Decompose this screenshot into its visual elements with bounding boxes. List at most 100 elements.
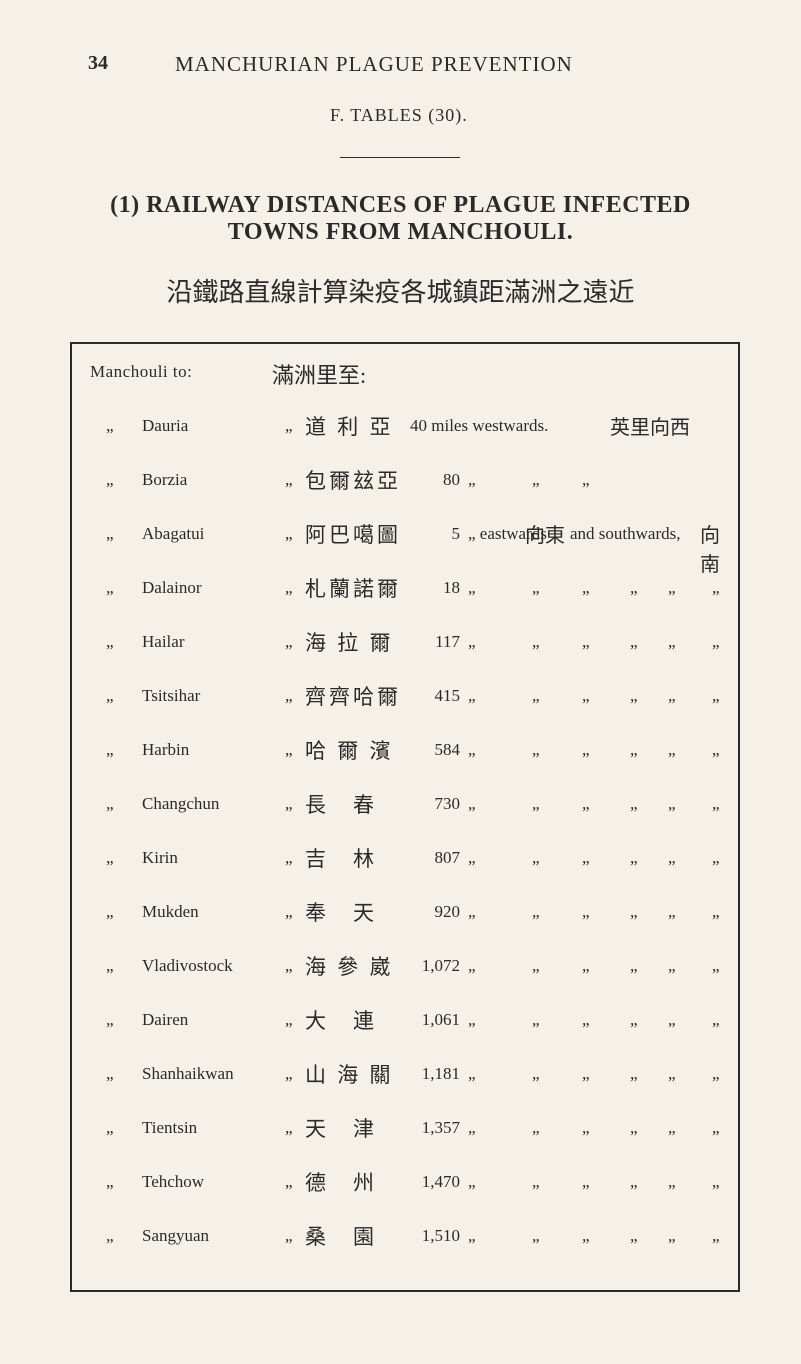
- miles-value: 584: [410, 740, 460, 760]
- miles-value: 5: [410, 524, 460, 544]
- ditto-mark: „: [712, 848, 720, 868]
- miles-value: 807: [410, 848, 460, 868]
- chinese-name: 海 拉 爾: [305, 627, 394, 657]
- ditto-mark: „: [668, 578, 676, 598]
- ditto-mark: „: [582, 1010, 590, 1030]
- place-name: Shanhaikwan: [142, 1064, 234, 1084]
- ditto-mark: „: [106, 956, 114, 976]
- chinese-name: 齊齊哈爾: [305, 681, 401, 711]
- ditto-mark: „: [712, 632, 720, 652]
- ditto-mark: „: [468, 686, 476, 706]
- miles-value: 1,470: [410, 1172, 460, 1192]
- ditto-mark: „: [582, 632, 590, 652]
- ditto-mark: „: [712, 1172, 720, 1192]
- ditto-mark: „: [630, 956, 638, 976]
- ditto-mark: „: [630, 578, 638, 598]
- ditto-mark: „: [582, 902, 590, 922]
- ditto-mark: „: [712, 794, 720, 814]
- ditto-mark: „: [582, 956, 590, 976]
- ditto-mark: „: [106, 632, 114, 652]
- place-name: Borzia: [142, 470, 187, 490]
- ditto-mark: „: [106, 1172, 114, 1192]
- table-row: „Dauria„道 利 亞40 miles westwards.英里向西: [90, 406, 720, 460]
- miles-value: 730: [410, 794, 460, 814]
- ditto-mark: „: [532, 1064, 540, 1084]
- ditto-mark: „: [668, 686, 676, 706]
- ditto-mark: „: [712, 1226, 720, 1246]
- table-row: „Dalainor„札蘭諾爾18„„„„„„: [90, 568, 720, 622]
- table-row: „Sangyuan„桑 園1,510„„„„„„: [90, 1216, 720, 1270]
- place-name: Hailar: [142, 632, 184, 652]
- section-label: F. TABLES (30).: [330, 105, 468, 126]
- ditto-mark: „: [285, 578, 293, 598]
- miles-value: 920: [410, 902, 460, 922]
- ditto-mark: „: [468, 740, 476, 760]
- ditto-mark: „: [468, 1172, 476, 1192]
- place-name: Kirin: [142, 848, 178, 868]
- ditto-mark: „: [630, 1064, 638, 1084]
- ditto-mark: „: [285, 1226, 293, 1246]
- ditto-mark: „: [668, 794, 676, 814]
- ditto-mark: „: [106, 1118, 114, 1138]
- ditto-mark: „: [668, 902, 676, 922]
- table-row: „Abagatui„阿巴噶圖5„ eastwards向東and southwar…: [90, 514, 720, 568]
- miles-value: 1,072: [410, 956, 460, 976]
- ditto-mark: „: [532, 470, 540, 490]
- ditto-mark: „: [712, 740, 720, 760]
- table-header-left: Manchouli to:: [90, 362, 192, 382]
- table-row: „Dairen„大 連1,061„„„„„„: [90, 1000, 720, 1054]
- ditto-mark: „: [285, 1010, 293, 1030]
- table-row: „Tientsin„天 津1,357„„„„„„: [90, 1108, 720, 1162]
- ditto-mark: „: [668, 1172, 676, 1192]
- miles-value: 1,510: [410, 1226, 460, 1246]
- place-name: Changchun: [142, 794, 219, 814]
- ditto-mark: „: [532, 632, 540, 652]
- ditto-mark: „: [285, 632, 293, 652]
- ditto-mark: „: [582, 578, 590, 598]
- place-name: Harbin: [142, 740, 189, 760]
- eastwards-chinese: 向東: [525, 519, 565, 548]
- ditto-mark: „: [582, 848, 590, 868]
- miles-value: 80: [410, 470, 460, 490]
- chinese-name: 札蘭諾爾: [305, 573, 401, 603]
- place-name: Dauria: [142, 416, 188, 436]
- place-name: Vladivostock: [142, 956, 233, 976]
- chinese-name: 奉 天: [305, 897, 377, 927]
- ditto-mark: „: [468, 956, 476, 976]
- chinese-name: 德 州: [305, 1167, 377, 1197]
- ditto-mark: „: [712, 1010, 720, 1030]
- ditto-mark: „: [532, 578, 540, 598]
- miles-value: 1,357: [410, 1118, 460, 1138]
- ditto-mark: „: [582, 1172, 590, 1192]
- table-row: „Mukden„奉 天920„„„„„„: [90, 892, 720, 946]
- ditto-mark: „: [532, 1118, 540, 1138]
- ditto-mark: „: [106, 902, 114, 922]
- ditto-mark: „: [630, 848, 638, 868]
- ditto-mark: „: [668, 956, 676, 976]
- chinese-name: 道 利 亞: [305, 411, 394, 441]
- ditto-mark: „: [285, 1172, 293, 1192]
- ditto-mark: „: [712, 1118, 720, 1138]
- table-row: „Vladivostock„海 參 崴1,072„„„„„„: [90, 946, 720, 1000]
- heading-line-1: (1) RAILWAY DISTANCES OF PLAGUE INFECTED: [0, 192, 801, 219]
- place-name: Mukden: [142, 902, 199, 922]
- ditto-mark: „: [468, 1226, 476, 1246]
- ditto-mark: „: [582, 470, 590, 490]
- main-heading: (1) RAILWAY DISTANCES OF PLAGUE INFECTED…: [0, 192, 801, 246]
- ditto-mark: „: [668, 632, 676, 652]
- ditto-mark: „: [285, 956, 293, 976]
- ditto-mark: „: [582, 1064, 590, 1084]
- ditto-mark: „: [630, 794, 638, 814]
- first-row-chinese: 英里向西: [610, 411, 690, 440]
- ditto-mark: „: [668, 1118, 676, 1138]
- ditto-mark: „: [532, 1172, 540, 1192]
- ditto-mark: „: [712, 1064, 720, 1084]
- ditto-mark: „: [468, 470, 476, 490]
- ditto-mark: „: [106, 416, 114, 436]
- ditto-mark: „: [532, 740, 540, 760]
- place-name: Tehchow: [142, 1172, 204, 1192]
- ditto-mark: „: [712, 578, 720, 598]
- table-row: „Shanhaikwan„山 海 關1,181„„„„„„: [90, 1054, 720, 1108]
- table-row: „Kirin„吉 林807„„„„„„: [90, 838, 720, 892]
- ditto-mark: „: [468, 902, 476, 922]
